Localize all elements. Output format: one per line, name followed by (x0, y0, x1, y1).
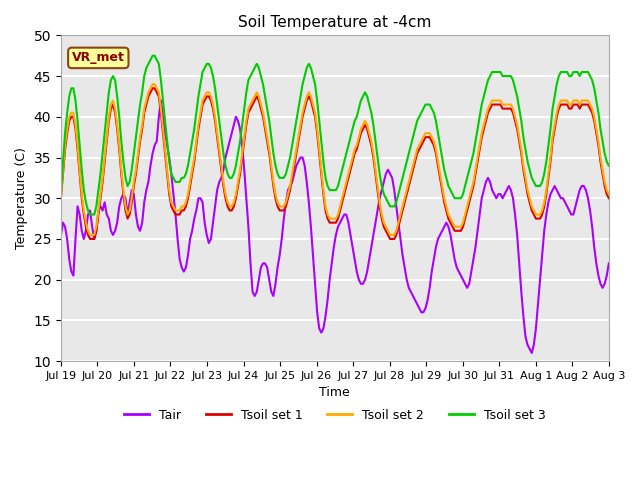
Tsoil set 1 (86, 236, 94, 242)
Tsoil set 3 (297, 94, 305, 99)
Legend: Tair, Tsoil set 1, Tsoil set 2, Tsoil set 3: Tair, Tsoil set 1, Tsoil set 2, Tsoil se… (119, 404, 551, 427)
X-axis label: Time: Time (319, 386, 350, 399)
Line: Tsoil set 2: Tsoil set 2 (61, 84, 609, 235)
Tsoil set 2 (374, 183, 381, 189)
Tsoil set 2 (605, 192, 612, 197)
Text: VR_met: VR_met (72, 51, 125, 64)
Tsoil set 1 (241, 138, 248, 144)
Tair (403, 277, 411, 283)
Tsoil set 1 (57, 195, 65, 201)
Tair (157, 97, 164, 103)
Tsoil set 3 (405, 151, 413, 156)
Tsoil set 2 (148, 81, 156, 87)
Tair (294, 159, 302, 165)
Tair (72, 236, 79, 242)
Tsoil set 2 (86, 232, 94, 238)
Line: Tair: Tair (61, 100, 609, 353)
Tair (266, 277, 273, 283)
Y-axis label: Temperature (C): Temperature (C) (15, 147, 28, 249)
Line: Tsoil set 3: Tsoil set 3 (61, 56, 609, 215)
Title: Soil Temperature at -4cm: Soil Temperature at -4cm (238, 15, 431, 30)
Tsoil set 1 (605, 195, 612, 201)
Tair (528, 350, 536, 356)
Tair (372, 220, 380, 226)
Tsoil set 3 (605, 163, 612, 168)
Tair (238, 143, 246, 148)
Tsoil set 1 (297, 126, 305, 132)
Tsoil set 3 (374, 155, 381, 160)
Tsoil set 3 (72, 97, 79, 103)
Tsoil set 1 (374, 187, 381, 193)
Tair (57, 232, 65, 238)
Tsoil set 1 (405, 183, 413, 189)
Line: Tsoil set 1: Tsoil set 1 (61, 88, 609, 239)
Tsoil set 1 (148, 85, 156, 91)
Tsoil set 1 (268, 167, 275, 173)
Tsoil set 3 (57, 192, 65, 197)
Tsoil set 3 (86, 212, 94, 217)
Tsoil set 2 (297, 122, 305, 128)
Tsoil set 2 (57, 195, 65, 201)
Tsoil set 2 (72, 122, 79, 128)
Tsoil set 2 (405, 179, 413, 185)
Tsoil set 1 (72, 126, 79, 132)
Tsoil set 3 (268, 134, 275, 140)
Tair (605, 261, 612, 266)
Tsoil set 3 (241, 106, 248, 111)
Tsoil set 3 (148, 53, 156, 59)
Tsoil set 2 (241, 134, 248, 140)
Tsoil set 2 (268, 163, 275, 168)
